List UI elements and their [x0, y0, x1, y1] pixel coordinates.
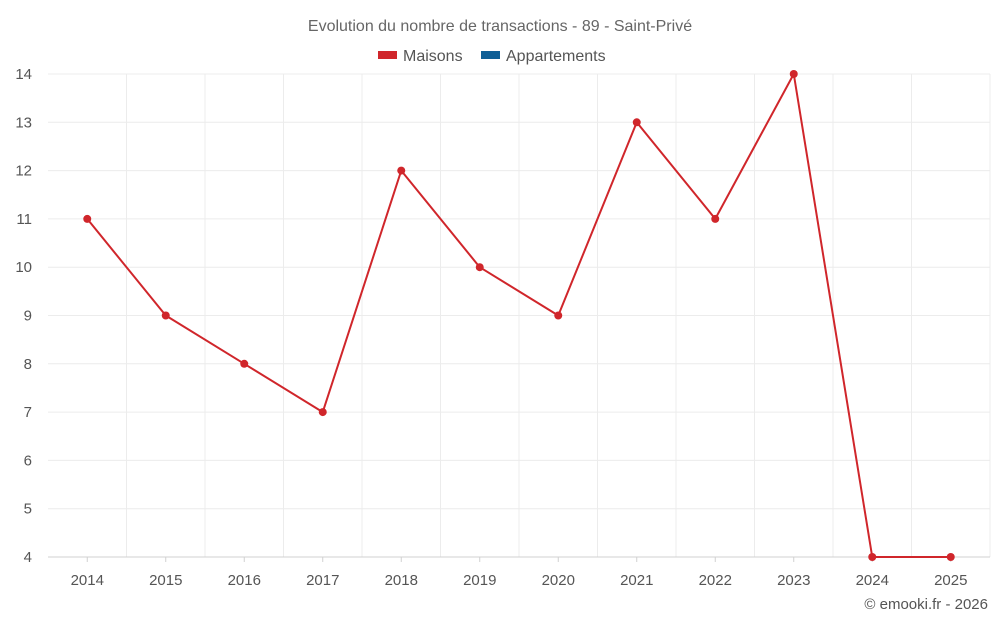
legend-swatch-appartements: [481, 51, 500, 59]
data-point-maisons: [789, 70, 798, 78]
y-tick-label: 13: [15, 114, 32, 131]
legend[interactable]: Maisons Appartements: [378, 48, 606, 65]
y-tick-label: 9: [24, 308, 32, 325]
series-line-maisons: [86, 73, 951, 558]
y-tick-label: 11: [16, 211, 32, 228]
data-point-maisons: [554, 311, 563, 320]
data-point-maisons: [632, 118, 641, 127]
axes: 4 5 6 7 8 9 10 11 12 13 14 2014 2015 2016 2017 2018 2019…: [15, 66, 990, 589]
legend-item-maisons[interactable]: Maisons: [378, 48, 463, 65]
x-tick-label: 2025: [934, 572, 967, 589]
data-point-maisons: [240, 359, 249, 368]
grid: [48, 73, 991, 557]
data-point-maisons: [83, 214, 92, 223]
x-tick-label: 2020: [542, 572, 575, 589]
x-tick-label: 2023: [777, 572, 810, 589]
legend-item-appartements[interactable]: Appartements: [481, 48, 606, 65]
x-tick-label: 2017: [306, 572, 339, 589]
x-tick-label: 2019: [463, 572, 496, 589]
legend-label-maisons: Maisons: [403, 48, 463, 65]
data-point-maisons: [397, 166, 406, 175]
y-tick-label: 8: [24, 356, 32, 373]
y-tick-label: 10: [15, 259, 32, 276]
y-tick-label: 5: [24, 501, 32, 518]
x-tick-label: 2018: [385, 572, 418, 589]
y-tick-label: 4: [24, 549, 32, 566]
chart-title: Evolution du nombre de transactions - 89…: [308, 18, 692, 35]
legend-swatch-maisons: [378, 51, 397, 59]
series: [83, 70, 955, 561]
x-tick-label: 2016: [228, 572, 261, 589]
data-point-maisons: [868, 553, 877, 561]
data-point-maisons: [318, 408, 327, 417]
data-point-maisons: [475, 263, 484, 272]
x-tick-label: 2022: [699, 572, 732, 589]
y-tick-label: 14: [15, 66, 32, 83]
x-tick-label: 2014: [71, 572, 104, 589]
x-tick-label: 2024: [856, 572, 889, 589]
y-tick-label: 6: [24, 452, 32, 469]
y-tick-label: 7: [24, 404, 32, 421]
data-point-maisons: [946, 553, 955, 561]
x-tick-label: 2015: [149, 572, 182, 589]
data-point-maisons: [711, 214, 720, 223]
credit-text: © emooki.fr - 2026: [864, 596, 988, 613]
data-point-maisons: [161, 311, 170, 320]
y-tick-label: 12: [15, 163, 32, 180]
legend-label-appartements: Appartements: [506, 48, 606, 65]
x-tick-label: 2021: [620, 572, 653, 589]
